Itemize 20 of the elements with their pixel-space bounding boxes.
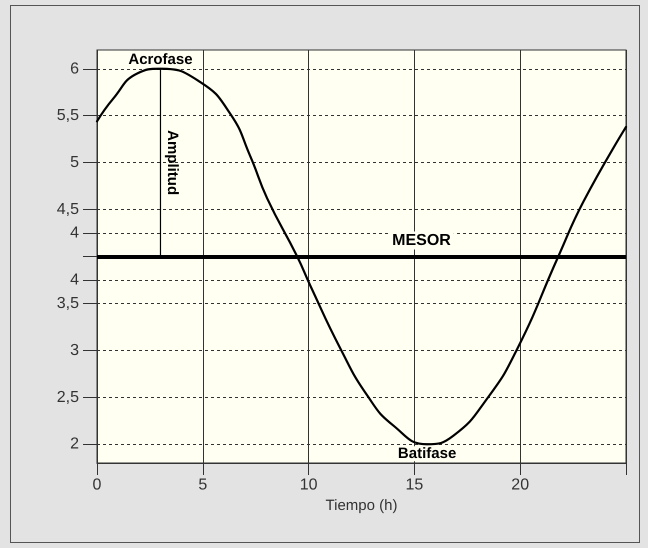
text: Amplitud xyxy=(164,130,181,196)
ref-line-label: MESOR xyxy=(392,232,452,249)
y-tick-label: 5 xyxy=(70,154,80,172)
x-tick-label: 5 xyxy=(198,476,208,494)
x-tick-label: 10 xyxy=(300,476,318,494)
x-tick-label: 15 xyxy=(406,476,424,494)
x-tick-label: 20 xyxy=(511,476,530,494)
x-tick-label: 0 xyxy=(92,476,102,494)
annotation: Acrofase xyxy=(128,50,193,68)
y-tick-label: 4,5 xyxy=(56,201,80,218)
x-axis-title: Tiempo (h) xyxy=(326,496,398,514)
y-tick-label: 2 xyxy=(70,436,80,453)
y-tick-label: 3,5 xyxy=(56,294,80,312)
y-tick-label: 6 xyxy=(70,60,80,78)
y-tick-label: 2,5 xyxy=(56,388,80,406)
annotation: Batifase xyxy=(398,445,456,462)
y-tick-label: 4 xyxy=(70,224,80,242)
y-tick-label: 4 xyxy=(70,271,80,288)
y-tick-label: 5,5 xyxy=(56,107,80,124)
y-tick-label: 3 xyxy=(70,342,80,359)
